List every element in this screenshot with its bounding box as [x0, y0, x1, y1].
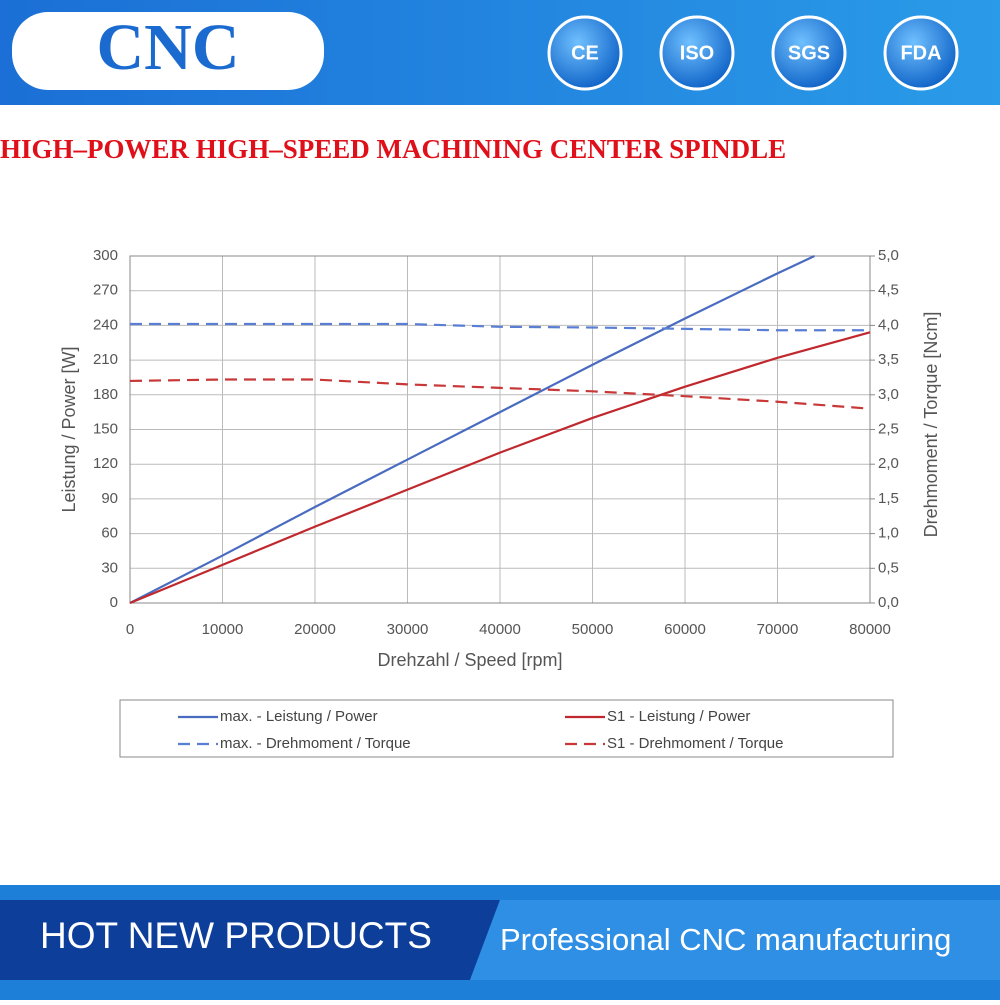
badge-circle — [771, 15, 847, 91]
y2-axis-label: Drehmoment / Torque [Ncm] — [921, 312, 941, 538]
y2-tick-label: 2,5 — [878, 420, 899, 437]
footer-right: Professional CNC manufacturing — [500, 922, 951, 957]
legend-label: S1 - Leistung / Power — [607, 708, 750, 725]
legend-label: S1 - Drehmoment / Torque — [607, 735, 783, 752]
x-tick-label: 80000 — [849, 621, 891, 638]
series-line — [129, 378, 871, 410]
badge-circle — [883, 15, 959, 91]
badges: CE ISO SGS FDA — [547, 15, 959, 91]
badge-label: SGS — [788, 42, 830, 64]
badge-circle — [659, 15, 735, 91]
headline: HIGH–POWER HIGH–SPEED MACHINING CENTER S… — [0, 134, 786, 164]
y2-tick-label: 3,5 — [878, 351, 899, 368]
y-tick-label: 210 — [93, 351, 118, 368]
y-tick-label: 270 — [93, 282, 118, 299]
x-tick-label: 0 — [126, 621, 134, 638]
series-line — [129, 331, 871, 605]
y2-tick-label: 0,5 — [878, 559, 899, 576]
x-tick-label: 60000 — [664, 621, 706, 638]
logo: CNC — [97, 11, 240, 84]
series-line — [129, 255, 815, 604]
x-tick-label: 40000 — [479, 621, 521, 638]
x-tick-label: 20000 — [294, 621, 336, 638]
y2-tick-label: 4,5 — [878, 282, 899, 299]
x-tick-label: 70000 — [757, 621, 799, 638]
y-tick-label: 30 — [101, 559, 118, 576]
y2-tick-label: 1,5 — [878, 490, 899, 507]
x-tick-label: 50000 — [572, 621, 614, 638]
y-tick-label: 90 — [101, 490, 118, 507]
y-tick-label: 180 — [93, 386, 118, 403]
series-line — [130, 322, 870, 332]
plot-frame — [129, 255, 871, 604]
badge-label: FDA — [900, 42, 941, 64]
y-tick-label: 120 — [93, 455, 118, 472]
badge-circle — [547, 15, 623, 91]
y-tick-label: 150 — [93, 420, 118, 437]
x-axis-label: Drehzahl / Speed [rpm] — [377, 650, 562, 670]
legend-label: max. - Leistung / Power — [220, 708, 378, 725]
legend-box — [119, 699, 894, 758]
y2-tick-label: 2,0 — [878, 455, 899, 472]
y-tick-label: 60 — [101, 525, 118, 542]
y2-tick-label: 5,0 — [878, 247, 899, 264]
badge-label: ISO — [680, 42, 714, 64]
footer-left-panel — [0, 900, 500, 980]
x-tick-label: 30000 — [387, 621, 429, 638]
logo-box — [12, 12, 324, 90]
badge-label: CE — [571, 42, 599, 64]
y2-tick-label: 1,0 — [878, 525, 899, 542]
footer-left: HOT NEW PRODUCTS — [40, 915, 432, 956]
y2-tick-label: 3,0 — [878, 386, 899, 403]
y-tick-label: 300 — [93, 247, 118, 264]
y-tick-label: 240 — [93, 316, 118, 333]
y2-tick-label: 0,0 — [878, 594, 899, 611]
x-tick-label: 10000 — [202, 621, 244, 638]
y-tick-label: 0 — [110, 594, 118, 611]
y-axis-label: Leistung / Power [W] — [59, 346, 79, 512]
chart: 0 30 60 90 120 150 180 210 240 270 300 0 10000 20000 3… — [59, 247, 941, 758]
footer-right-panel — [470, 900, 1000, 980]
legend-label: max. - Drehmoment / Torque — [220, 735, 411, 752]
y2-tick-label: 4,0 — [878, 316, 899, 333]
